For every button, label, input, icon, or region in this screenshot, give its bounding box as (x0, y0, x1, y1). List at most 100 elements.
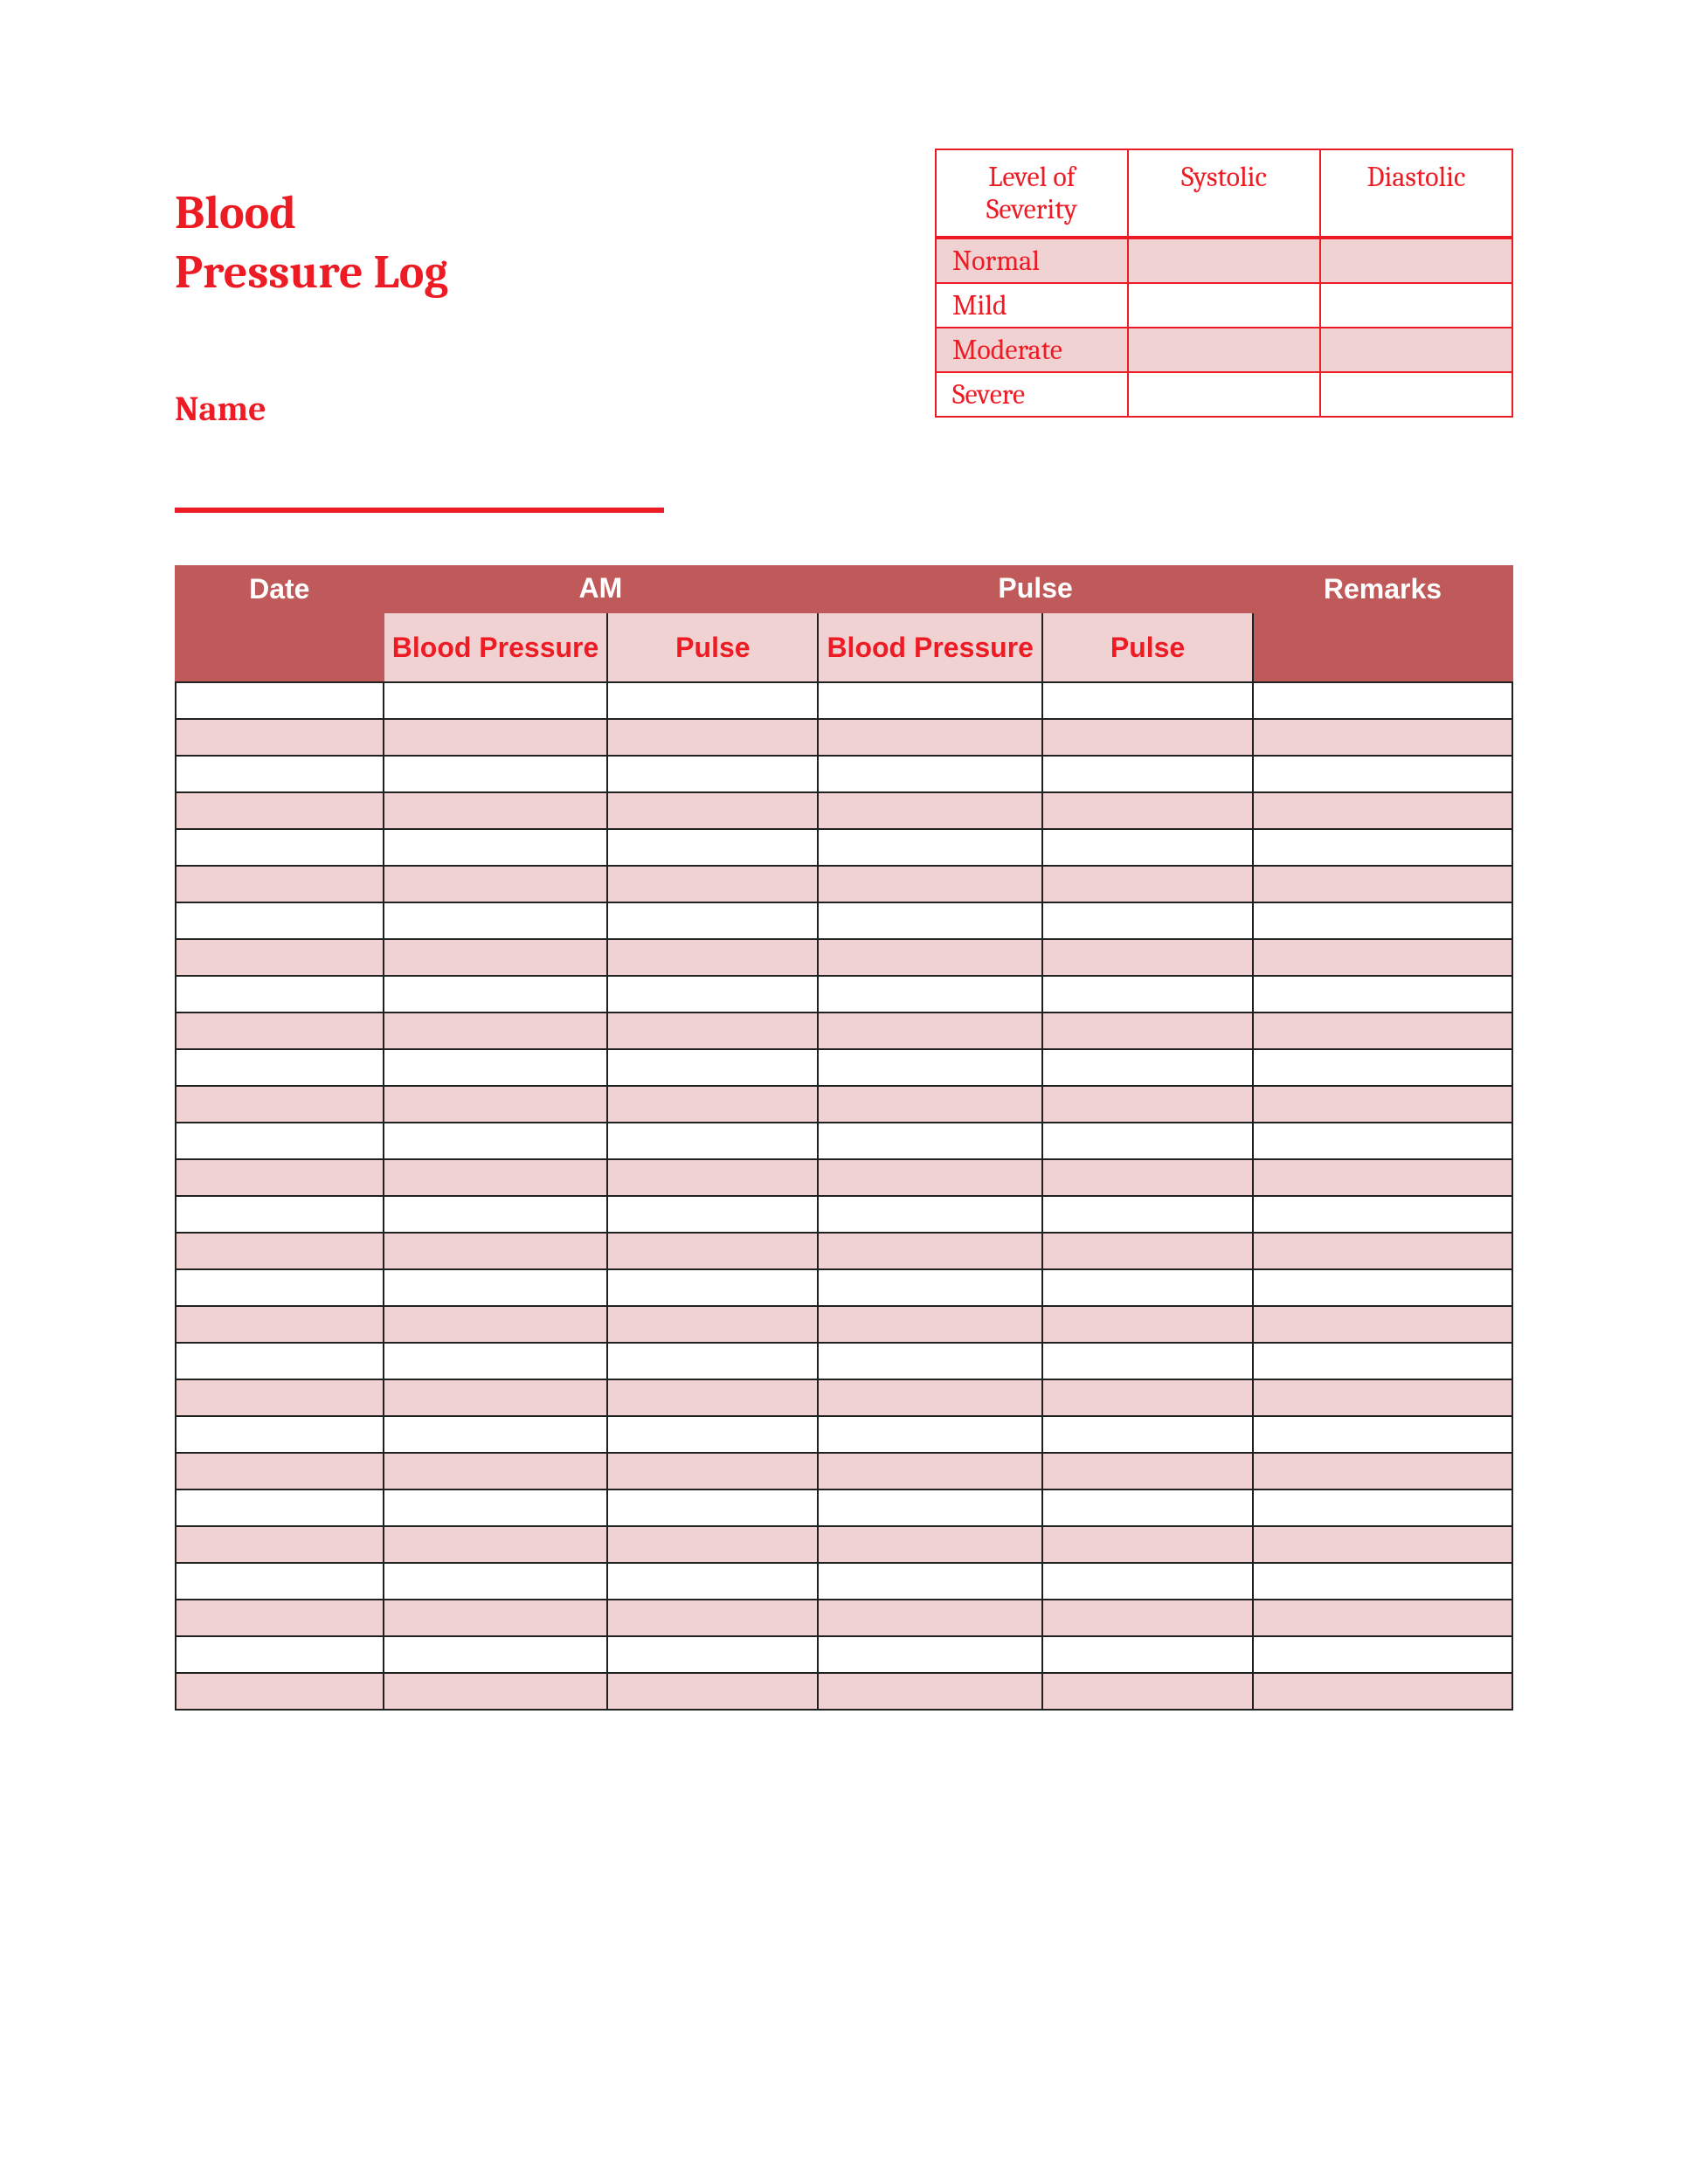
log-cell[interactable] (607, 976, 818, 1013)
log-cell[interactable] (384, 1416, 608, 1453)
log-cell[interactable] (384, 1636, 608, 1673)
log-cell[interactable] (607, 1453, 818, 1489)
log-cell[interactable] (607, 1269, 818, 1306)
log-cell[interactable] (818, 1049, 1042, 1086)
log-cell[interactable] (1253, 1049, 1512, 1086)
log-cell[interactable] (607, 1636, 818, 1673)
log-cell[interactable] (818, 1453, 1042, 1489)
log-cell[interactable] (1253, 1269, 1512, 1306)
log-cell[interactable] (818, 1636, 1042, 1673)
log-cell[interactable] (384, 1159, 608, 1196)
log-cell[interactable] (384, 1306, 608, 1343)
log-cell[interactable] (1253, 792, 1512, 829)
log-cell[interactable] (607, 1673, 818, 1710)
log-cell[interactable] (176, 792, 384, 829)
log-cell[interactable] (607, 1049, 818, 1086)
log-cell[interactable] (176, 1379, 384, 1416)
log-cell[interactable] (818, 1343, 1042, 1379)
log-cell[interactable] (1042, 1343, 1253, 1379)
log-cell[interactable] (384, 1563, 608, 1600)
log-cell[interactable] (384, 1453, 608, 1489)
log-cell[interactable] (1253, 1086, 1512, 1123)
log-cell[interactable] (384, 866, 608, 902)
severity-diastolic-cell[interactable] (1320, 238, 1512, 283)
log-cell[interactable] (176, 1123, 384, 1159)
log-cell[interactable] (607, 829, 818, 866)
log-cell[interactable] (176, 1086, 384, 1123)
log-cell[interactable] (818, 1489, 1042, 1526)
log-cell[interactable] (818, 866, 1042, 902)
log-cell[interactable] (1042, 1453, 1253, 1489)
log-cell[interactable] (176, 1159, 384, 1196)
log-cell[interactable] (818, 976, 1042, 1013)
log-cell[interactable] (1253, 682, 1512, 719)
log-cell[interactable] (176, 1343, 384, 1379)
log-cell[interactable] (607, 1563, 818, 1600)
log-cell[interactable] (1253, 719, 1512, 756)
log-cell[interactable] (818, 1526, 1042, 1563)
log-cell[interactable] (1253, 1159, 1512, 1196)
log-cell[interactable] (1042, 1563, 1253, 1600)
log-cell[interactable] (176, 939, 384, 976)
log-cell[interactable] (818, 792, 1042, 829)
log-cell[interactable] (1253, 1453, 1512, 1489)
log-cell[interactable] (384, 756, 608, 792)
log-cell[interactable] (384, 1600, 608, 1636)
log-cell[interactable] (1253, 1563, 1512, 1600)
log-cell[interactable] (1042, 1123, 1253, 1159)
severity-systolic-cell[interactable] (1128, 238, 1320, 283)
log-cell[interactable] (607, 1489, 818, 1526)
log-cell[interactable] (176, 1233, 384, 1269)
severity-systolic-cell[interactable] (1128, 372, 1320, 417)
log-cell[interactable] (1042, 939, 1253, 976)
log-cell[interactable] (607, 866, 818, 902)
log-cell[interactable] (1042, 682, 1253, 719)
log-cell[interactable] (384, 1489, 608, 1526)
log-cell[interactable] (176, 866, 384, 902)
log-cell[interactable] (1042, 1233, 1253, 1269)
log-cell[interactable] (607, 1013, 818, 1049)
log-cell[interactable] (818, 719, 1042, 756)
log-cell[interactable] (607, 1600, 818, 1636)
log-cell[interactable] (176, 1563, 384, 1600)
log-cell[interactable] (1042, 902, 1253, 939)
log-cell[interactable] (607, 719, 818, 756)
log-cell[interactable] (384, 1013, 608, 1049)
log-cell[interactable] (176, 1269, 384, 1306)
log-cell[interactable] (384, 1123, 608, 1159)
log-cell[interactable] (607, 1159, 818, 1196)
severity-systolic-cell[interactable] (1128, 283, 1320, 328)
log-cell[interactable] (607, 1233, 818, 1269)
log-cell[interactable] (384, 1233, 608, 1269)
log-cell[interactable] (1253, 829, 1512, 866)
log-cell[interactable] (1042, 866, 1253, 902)
log-cell[interactable] (607, 682, 818, 719)
log-cell[interactable] (818, 1196, 1042, 1233)
log-cell[interactable] (818, 829, 1042, 866)
log-cell[interactable] (1253, 1489, 1512, 1526)
log-cell[interactable] (1253, 866, 1512, 902)
log-cell[interactable] (1042, 719, 1253, 756)
log-cell[interactable] (176, 1673, 384, 1710)
log-cell[interactable] (1042, 1416, 1253, 1453)
log-cell[interactable] (818, 756, 1042, 792)
log-cell[interactable] (176, 1049, 384, 1086)
log-cell[interactable] (818, 939, 1042, 976)
log-cell[interactable] (818, 1086, 1042, 1123)
log-cell[interactable] (1253, 1636, 1512, 1673)
log-cell[interactable] (1042, 792, 1253, 829)
log-cell[interactable] (818, 1123, 1042, 1159)
log-cell[interactable] (818, 1013, 1042, 1049)
log-cell[interactable] (1042, 829, 1253, 866)
log-cell[interactable] (176, 756, 384, 792)
log-cell[interactable] (1042, 976, 1253, 1013)
log-cell[interactable] (1042, 1636, 1253, 1673)
log-cell[interactable] (607, 1123, 818, 1159)
log-cell[interactable] (176, 1013, 384, 1049)
log-cell[interactable] (1042, 1379, 1253, 1416)
log-cell[interactable] (176, 1600, 384, 1636)
log-cell[interactable] (1253, 976, 1512, 1013)
log-cell[interactable] (176, 1196, 384, 1233)
log-cell[interactable] (607, 939, 818, 976)
log-cell[interactable] (1253, 1600, 1512, 1636)
